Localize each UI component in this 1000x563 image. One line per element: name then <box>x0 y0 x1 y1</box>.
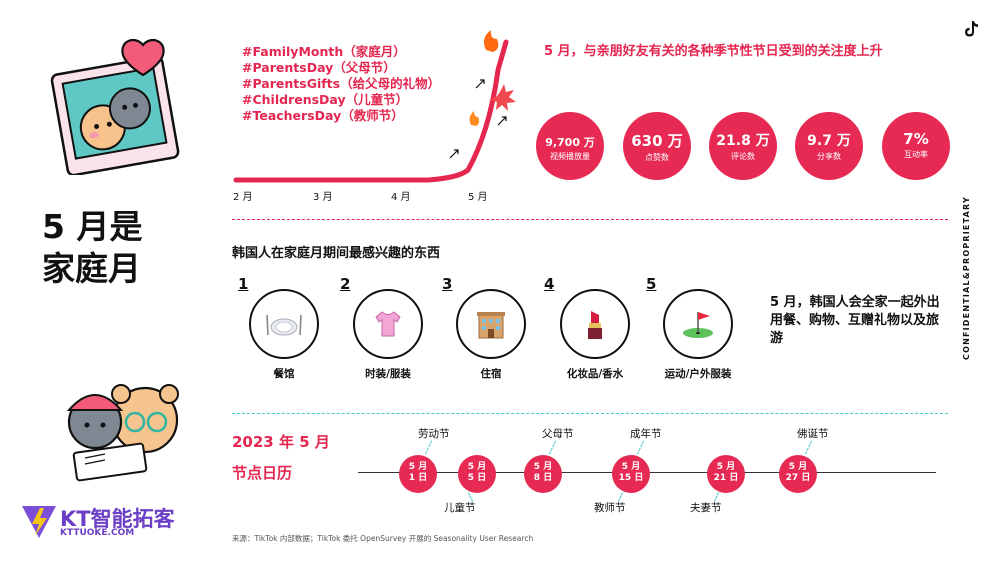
month-label: 2 月 <box>233 191 253 203</box>
connector-line <box>548 440 557 455</box>
trend-headline: 5 月，与亲朋好友有关的各种季节性节日受到的关注度上升 <box>544 44 883 59</box>
lipstick-icon <box>560 289 630 359</box>
date-may-21: 5 月 21 日 <box>707 455 745 493</box>
bear-cat-reading-sticker <box>66 384 179 482</box>
stat-likes: 630 万 点赞数 <box>623 112 691 180</box>
interests-title: 韩国人在家庭月期间最感兴趣的东西 <box>232 246 441 261</box>
holiday-label: 成年节 <box>630 428 662 440</box>
calendar-year: 2023 年 5 月 <box>232 433 330 451</box>
hashtag-list: #FamilyMonth（家庭月） #ParentsDay（父母节） #Pare… <box>242 44 440 124</box>
shirt-icon <box>353 289 423 359</box>
page-title: 5 月是 家庭月 <box>42 207 143 288</box>
stat-engagement-rate: 7% 互动率 <box>882 112 950 180</box>
date-may-15: 5 月 15 日 <box>612 455 650 493</box>
connector-line <box>424 440 433 455</box>
date-may-27: 5 月 27 日 <box>779 455 817 493</box>
fire-icon <box>469 30 499 126</box>
interests-summary: 5 月，韩国人会全家一起外出用餐、购物、互赠礼物以及旅游 <box>770 295 940 346</box>
interest-label: 住宿 <box>480 368 502 380</box>
plate-icon <box>249 289 319 359</box>
brand-url: KTTUOKE.COM <box>60 528 135 538</box>
month-label: 5 月 <box>468 191 488 203</box>
month-label: 3 月 <box>313 191 333 203</box>
hashtag-item: #ParentsGifts（给父母的礼物） <box>242 76 441 91</box>
stat-comments: 21.8 万 评论数 <box>709 112 777 180</box>
rank-number: 5 <box>646 275 657 293</box>
tiktok-icon <box>965 21 978 37</box>
hashtag-item: #ChildrensDay（儿童节） <box>242 92 409 107</box>
interest-label: 运动/户外服装 <box>664 368 732 380</box>
holiday-label: 佛诞节 <box>797 428 829 440</box>
trend-line <box>233 39 509 183</box>
connector-line <box>804 440 813 455</box>
interest-label: 化妆品/香水 <box>566 368 624 380</box>
stat-shares: 9.7 万 分享数 <box>795 112 863 180</box>
golf-flag-icon <box>663 289 733 359</box>
holiday-label: 父母节 <box>542 428 574 440</box>
hotel-icon <box>456 289 526 359</box>
section-divider <box>232 413 948 414</box>
cat-photo-sticker <box>50 38 180 175</box>
source-note: 来源：TikTok 内部数据；TikTok 委托 OpenSurvey 开展的 … <box>232 534 534 543</box>
brand-name: KT智能拓客 <box>60 507 175 531</box>
month-label: 4 月 <box>391 191 411 203</box>
trend-chart: 2 月 3 月 4 月 5 月 <box>233 30 516 203</box>
rank-number: 2 <box>340 275 351 293</box>
stat-video-views: 9,700 万 视频播放量 <box>536 112 604 180</box>
rank-number: 4 <box>544 275 555 293</box>
section-divider <box>232 219 948 220</box>
holiday-label: 教师节 <box>594 502 626 514</box>
hashtag-item: #FamilyMonth（家庭月） <box>242 44 406 59</box>
hashtag-item: #ParentsDay（父母节） <box>242 60 396 75</box>
rank-number: 3 <box>442 275 453 293</box>
holiday-label: 夫妻节 <box>690 502 722 514</box>
rank-number: 1 <box>238 275 249 293</box>
holiday-label: 劳动节 <box>418 428 450 440</box>
interest-label: 时装/服装 <box>365 368 411 380</box>
arrow-icon <box>449 79 507 159</box>
calendar-subtitle: 节点日历 <box>232 464 293 482</box>
confidential-label: CONFIDENTIAL&PROPRIETARY <box>962 196 971 360</box>
connector-line <box>636 440 645 455</box>
holiday-label: 儿童节 <box>444 502 476 514</box>
brand-logo-icon <box>22 506 56 538</box>
interest-label: 餐馆 <box>273 368 295 380</box>
hashtag-item: #TeachersDay（教师节） <box>242 108 404 123</box>
explosion-icon <box>489 84 516 111</box>
